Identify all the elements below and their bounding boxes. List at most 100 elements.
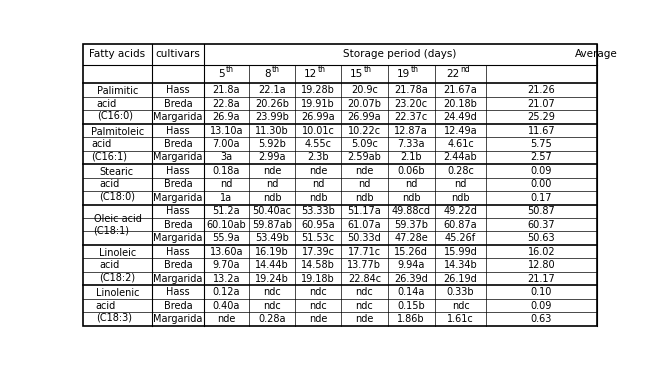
Text: nde: nde (263, 166, 281, 176)
Text: 26.99a: 26.99a (302, 112, 335, 122)
Text: Stearic
acid
(C18:0): Stearic acid (C18:0) (99, 167, 135, 202)
Text: Storage period (days): Storage period (days) (343, 49, 457, 60)
Text: 0.14a: 0.14a (398, 287, 425, 297)
Text: 0.33b: 0.33b (447, 287, 474, 297)
Text: 26.9a: 26.9a (212, 112, 240, 122)
Text: nde: nde (355, 166, 374, 176)
Text: 0.06b: 0.06b (397, 166, 425, 176)
Text: 23.20c: 23.20c (394, 98, 428, 109)
Text: Fatty acids: Fatty acids (90, 49, 146, 60)
Text: 51.17a: 51.17a (347, 206, 381, 216)
Text: 61.07a: 61.07a (347, 220, 381, 230)
Text: 19.18b: 19.18b (301, 274, 335, 284)
Text: 50.63: 50.63 (528, 233, 556, 243)
Text: th: th (410, 65, 419, 74)
Text: 22.84c: 22.84c (348, 274, 381, 284)
Text: 0.09: 0.09 (531, 300, 552, 310)
Text: 26.19d: 26.19d (444, 274, 477, 284)
Text: 59.87ab: 59.87ab (252, 220, 292, 230)
Text: 5.09c: 5.09c (351, 139, 378, 149)
Text: 1.86b: 1.86b (397, 314, 425, 324)
Text: nde: nde (355, 314, 374, 324)
Text: ndc: ndc (263, 287, 281, 297)
Text: 2.99a: 2.99a (258, 152, 286, 163)
Text: nd: nd (454, 179, 467, 189)
Text: 11.30b: 11.30b (255, 126, 289, 135)
Text: Palimitic
acid
(C16:0): Palimitic acid (C16:0) (97, 86, 139, 121)
Text: 11.67: 11.67 (528, 126, 556, 135)
Text: 10.01c: 10.01c (302, 126, 335, 135)
Text: ndc: ndc (355, 287, 373, 297)
Text: 0.28a: 0.28a (258, 314, 286, 324)
Text: 20.18b: 20.18b (444, 98, 477, 109)
Text: 19.24b: 19.24b (255, 274, 289, 284)
Text: Hass: Hass (166, 126, 190, 135)
Text: 60.37: 60.37 (528, 220, 556, 230)
Text: Margarida: Margarida (153, 314, 203, 324)
Text: cultivars: cultivars (156, 49, 200, 60)
Text: ndc: ndc (310, 287, 327, 297)
Text: 21.17: 21.17 (528, 274, 556, 284)
Text: 53.49b: 53.49b (255, 233, 289, 243)
Text: ndb: ndb (263, 193, 281, 203)
Text: nd: nd (358, 179, 371, 189)
Text: 5: 5 (219, 69, 225, 79)
Text: Average: Average (575, 49, 618, 60)
Text: 20.26b: 20.26b (255, 98, 289, 109)
Text: 0.10: 0.10 (531, 287, 552, 297)
Text: 0.12a: 0.12a (212, 287, 240, 297)
Text: 16.19b: 16.19b (255, 247, 289, 257)
Text: 0.09: 0.09 (531, 166, 552, 176)
Text: 13.10a: 13.10a (210, 126, 243, 135)
Text: nd: nd (312, 179, 324, 189)
Text: 60.87a: 60.87a (444, 220, 477, 230)
Text: 25.29: 25.29 (528, 112, 556, 122)
Text: 22.37c: 22.37c (394, 112, 428, 122)
Text: Hass: Hass (166, 85, 190, 95)
Text: 45.26f: 45.26f (445, 233, 476, 243)
Text: ndb: ndb (452, 193, 470, 203)
Text: 0.00: 0.00 (531, 179, 552, 189)
Text: 0.17: 0.17 (530, 193, 552, 203)
Text: 20.07b: 20.07b (347, 98, 381, 109)
Text: 0.18a: 0.18a (213, 166, 240, 176)
Text: 21.8a: 21.8a (212, 85, 240, 95)
Text: 12.49a: 12.49a (444, 126, 477, 135)
Text: 20.9c: 20.9c (351, 85, 378, 95)
Text: 12: 12 (304, 69, 317, 79)
Text: 0.15b: 0.15b (397, 300, 425, 310)
Text: 5.92b: 5.92b (258, 139, 286, 149)
Text: nd: nd (405, 179, 418, 189)
Text: 9.70a: 9.70a (212, 260, 240, 270)
Text: ndb: ndb (402, 193, 420, 203)
Text: 14.44b: 14.44b (255, 260, 289, 270)
Text: nde: nde (309, 166, 328, 176)
Text: th: th (318, 65, 326, 74)
Text: Margarida: Margarida (153, 112, 203, 122)
Text: 21.78a: 21.78a (394, 85, 428, 95)
Text: 2.3b: 2.3b (308, 152, 329, 163)
Text: 13.2a: 13.2a (212, 274, 240, 284)
Text: 24.49d: 24.49d (444, 112, 477, 122)
Text: Margarida: Margarida (153, 152, 203, 163)
Text: Hass: Hass (166, 166, 190, 176)
Text: 51.53c: 51.53c (302, 233, 335, 243)
Text: 2.1b: 2.1b (400, 152, 422, 163)
Text: 2.57: 2.57 (530, 152, 552, 163)
Text: 15: 15 (350, 69, 363, 79)
Text: ndc: ndc (310, 300, 327, 310)
Text: 0.63: 0.63 (531, 314, 552, 324)
Text: 21.26: 21.26 (528, 85, 556, 95)
Text: 10.22c: 10.22c (348, 126, 381, 135)
Text: ndb: ndb (309, 193, 328, 203)
Text: 22.8a: 22.8a (212, 98, 240, 109)
Text: 50.33d: 50.33d (347, 233, 381, 243)
Text: 60.95a: 60.95a (302, 220, 335, 230)
Text: 14.58b: 14.58b (301, 260, 335, 270)
Text: 26.99a: 26.99a (347, 112, 381, 122)
Text: Breda: Breda (164, 300, 192, 310)
Text: Linoleic
acid
(C18:2): Linoleic acid (C18:2) (99, 248, 136, 283)
Text: 50.40ac: 50.40ac (253, 206, 292, 216)
Text: Margarida: Margarida (153, 193, 203, 203)
Text: 8: 8 (265, 69, 271, 79)
